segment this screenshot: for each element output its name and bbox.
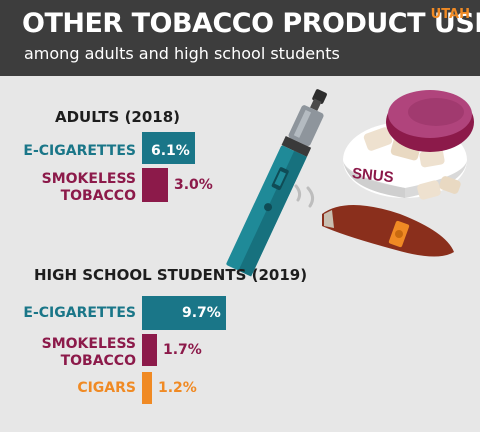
category-label: SMOKELESS TOBACCO <box>42 336 136 370</box>
snus-label: SNUS <box>351 165 394 186</box>
header-banner: OTHER TOBACCO PRODUCT USE among adults a… <box>0 0 480 76</box>
category-label: E-CIGARETTES <box>23 143 136 159</box>
category-label-line: TOBACCO <box>60 188 136 204</box>
category-label-line: SMOKELESS <box>41 171 136 187</box>
bar-value-label: 3.0% <box>174 177 213 193</box>
state-label: UTAH <box>430 7 470 22</box>
page-title: OTHER TOBACCO PRODUCT USE <box>22 8 480 39</box>
category-label-line: TOBACCO <box>60 353 136 369</box>
bar-value-label: 1.7% <box>163 342 202 358</box>
category-label: CIGARS <box>77 380 136 396</box>
bar-value-label: 6.1% <box>151 143 190 159</box>
bar-value-label: 1.2% <box>158 380 197 396</box>
vape-pen-icon <box>226 89 327 277</box>
page-subtitle: among adults and high school students <box>24 44 340 63</box>
section-title-adults: ADULTS (2018) <box>55 108 181 126</box>
bar-adults-smokeless-tobacco <box>142 168 168 202</box>
bar-value-label: 9.7% <box>182 305 221 321</box>
bar-hs-cigars <box>142 372 152 404</box>
bar-hs-smokeless-tobacco <box>142 334 157 366</box>
bar-adults-e-cigarettes <box>142 132 195 164</box>
bar-hs-e-cigarettes <box>142 296 226 330</box>
section-title-high-school: HIGH SCHOOL STUDENTS (2019) <box>34 266 308 284</box>
category-label: SMOKELESS TOBACCO <box>42 171 136 205</box>
snus-tin-icon: SNUS <box>343 90 474 200</box>
cigar-icon <box>294 184 454 257</box>
category-label-line: SMOKELESS <box>41 336 136 352</box>
category-label: E-CIGARETTES <box>23 305 136 321</box>
